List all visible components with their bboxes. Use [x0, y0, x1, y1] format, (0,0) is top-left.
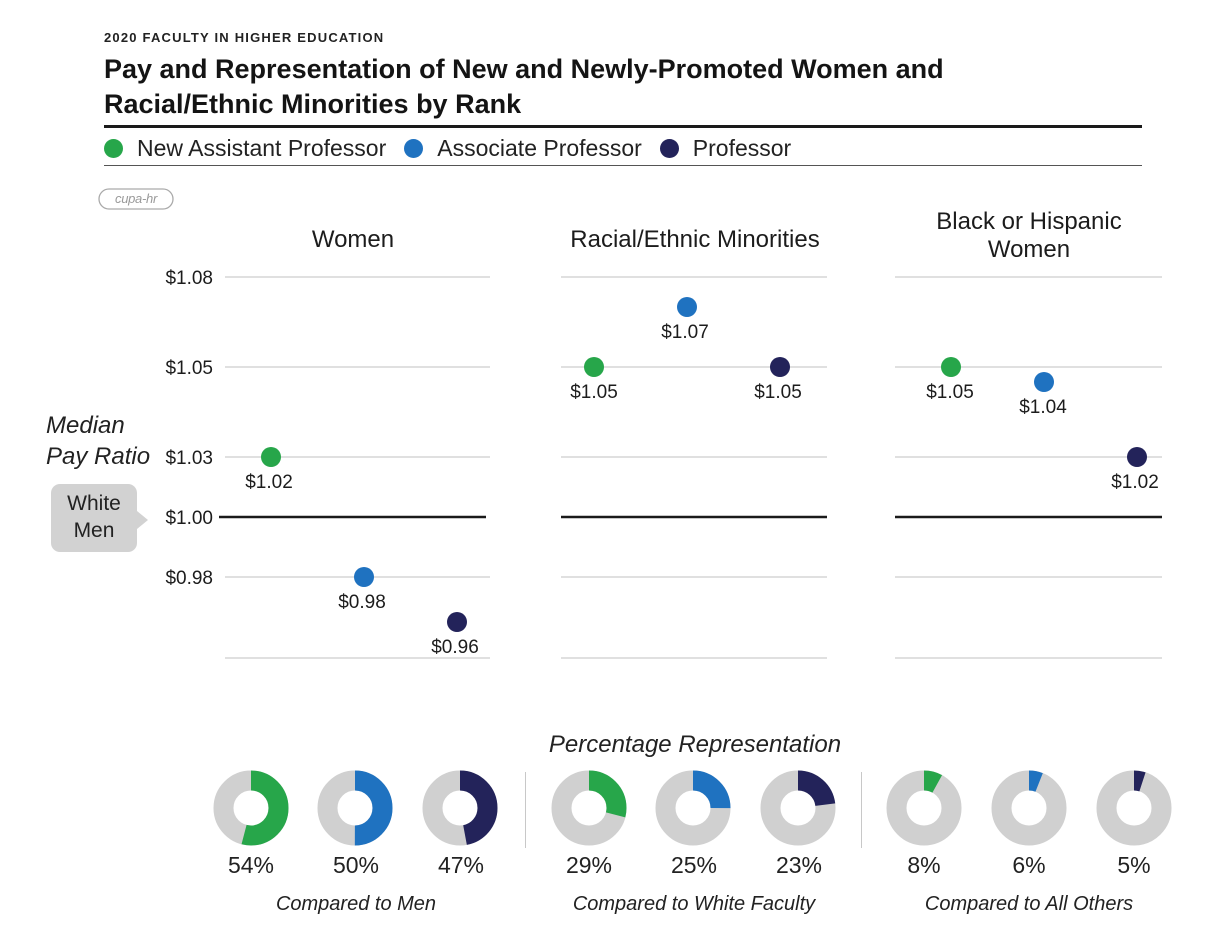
report-kicker: 2020 FACULTY IN HIGHER EDUCATION: [104, 30, 385, 45]
point-minorities-0: [584, 357, 604, 377]
y-tick-label-3: $1.00: [165, 508, 213, 529]
y-axis-label: Median Pay Ratio: [46, 410, 150, 472]
donut-label-white-assistant: 29%: [565, 852, 613, 878]
point-label-minorities-0: $1.05: [570, 382, 618, 403]
legend: New Assistant Professor Associate Profes…: [104, 133, 791, 163]
point-label-black-hispanic-women-2: $1.02: [1111, 472, 1159, 493]
logo-text: cupa-hr: [115, 191, 157, 206]
donut-arc-white-0: [551, 770, 627, 846]
donut-label-men-professor: 47%: [437, 852, 485, 878]
y-axis-label-line-1: Median: [46, 412, 125, 439]
legend-item-professor: Professor: [659, 134, 792, 162]
logo-outline-icon: [98, 188, 174, 210]
legend-dot-professor: [659, 138, 679, 158]
point-label-minorities-1: $1.07: [661, 322, 709, 343]
cupa-hr-logo: cupa-hr: [97, 186, 175, 212]
point-label-women-0: $1.02: [245, 472, 293, 493]
donut-arc-white-1: [655, 770, 731, 846]
donut-label-others-professor: 5%: [1117, 852, 1151, 878]
donut-label-men-associate: 50%: [332, 852, 380, 878]
legend-dot-associate: [404, 138, 424, 158]
point-women-0: [261, 447, 281, 467]
point-minorities-2: [770, 357, 790, 377]
donut-label-men-assistant: 54%: [227, 852, 275, 878]
representation-title: Percentage Representation: [548, 731, 842, 758]
y-tick-label-2: $1.03: [165, 448, 213, 469]
baseline-badge: White Men: [51, 484, 148, 552]
donut-arc-white-2: [760, 770, 836, 846]
point-minorities-1: [677, 297, 697, 317]
panel-title-black-hispanic-women-line-2: Women: [987, 236, 1071, 263]
legend-label-associate: Associate Professor: [437, 134, 642, 161]
group-caption-white-faculty: Compared to White Faculty: [572, 893, 816, 915]
donut-label-white-professor: 23%: [775, 852, 823, 878]
chart-title-line-2: Racial/Ethnic Minorities by Rank: [104, 89, 522, 119]
baseline-badge-line-1: White: [67, 492, 121, 515]
point-black-hispanic-women-0: [941, 357, 961, 377]
legend-item-associate: Associate Professor: [404, 135, 642, 162]
chart-title: Pay and Representation of New and Newly-…: [104, 52, 1104, 122]
panel-title-black-hispanic-women: Black or Hispanic Women: [895, 208, 1163, 264]
donut-arc-others-0: [886, 770, 962, 846]
y-axis-label-line-2: Pay Ratio: [46, 443, 151, 470]
point-women-1: [354, 567, 374, 587]
y-tick-label-4: $0.98: [165, 568, 213, 589]
legend-dot-assistant: [104, 138, 123, 158]
panel-title-black-hispanic-women-line-1: Black or Hispanic: [936, 208, 1122, 235]
donut-label-others-assistant: 8%: [907, 852, 941, 878]
donut-arc-men-2: [422, 770, 498, 846]
donut-label-white-associate: 25%: [670, 852, 718, 878]
y-tick-label-1: $1.05: [165, 358, 213, 379]
point-label-minorities-2: $1.05: [754, 382, 802, 403]
legend-item-assistant: New Assistant Professor: [104, 135, 386, 162]
baseline-badge-text: White Men: [51, 490, 137, 544]
group-caption-all-others: Compared to All Others: [924, 893, 1134, 915]
panel-title-women: Women: [311, 226, 395, 253]
panel-title-minorities: Racial/Ethnic Minorities: [570, 226, 820, 253]
group-separator-1: [525, 772, 526, 848]
point-label-black-hispanic-women-1: $1.04: [1019, 397, 1067, 418]
point-black-hispanic-women-2: [1127, 447, 1147, 467]
title-rule: [104, 125, 1142, 128]
group-caption-men: Compared to Men: [275, 893, 437, 915]
donut-arc-others-2: [1096, 770, 1172, 846]
y-tick-label-0: $1.08: [165, 268, 213, 289]
baseline-badge-line-2: Men: [73, 519, 115, 542]
point-label-black-hispanic-women-0: $1.05: [926, 382, 974, 403]
legend-label-assistant: New Assistant Professor: [137, 134, 387, 161]
chart-title-line-1: Pay and Representation of New and Newly-…: [104, 54, 944, 84]
point-black-hispanic-women-1: [1034, 372, 1054, 392]
legend-rule: [104, 165, 1142, 166]
group-separator-2: [861, 772, 862, 848]
donut-arc-men-0: [213, 770, 289, 846]
legend-label-professor: Professor: [692, 134, 792, 161]
point-label-women-2: $0.96: [431, 637, 479, 658]
donut-label-others-associate: 6%: [1012, 852, 1046, 878]
donut-arc-men-1: [317, 770, 393, 846]
point-label-women-1: $0.98: [338, 592, 386, 613]
point-women-2: [447, 612, 467, 632]
donut-arc-others-1: [991, 770, 1067, 846]
